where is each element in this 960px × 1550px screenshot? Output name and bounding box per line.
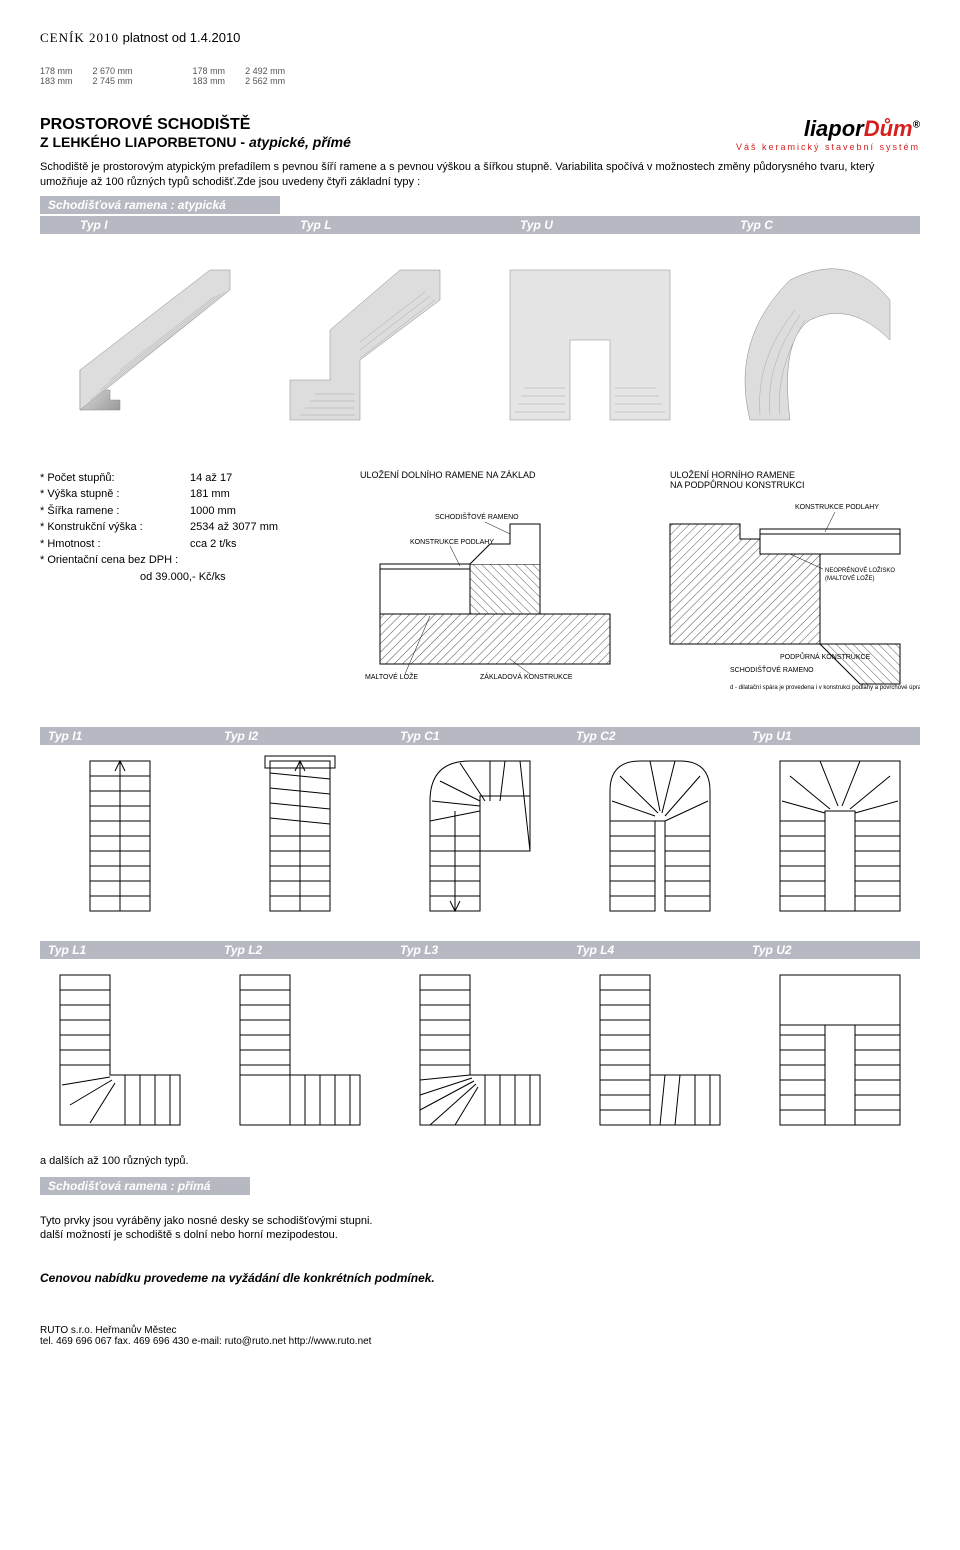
type-label: Typ U (480, 218, 700, 232)
prima-text-2: další možností je schodiště s dolní nebo… (40, 1229, 920, 1241)
plan-bar-2: Typ L1 Typ L2 Typ L3 Typ L4 Typ U2 (40, 941, 920, 959)
stairs-3d-row (40, 240, 920, 440)
plan-bar-1: Typ I1 Typ I2 Typ C1 Typ C2 Typ U1 (40, 727, 920, 745)
svg-text:KONSTRUKCE PODLAHY: KONSTRUKCE PODLAHY (795, 504, 879, 511)
stair-typ-c-icon (710, 240, 910, 440)
atyp-bar: Schodišťová ramena : atypická (40, 196, 280, 214)
brand-name: CENÍK 2010 (40, 30, 119, 45)
cell: 2 745 mm (93, 76, 133, 86)
plan-c2-icon (580, 751, 740, 921)
final-note: Cenovou nabídku provedeme na vyžádání dl… (40, 1271, 920, 1285)
diag-title-left: ULOŽENÍ DOLNÍHO RAMENE NA ZÁKLAD (360, 470, 640, 490)
prima-bar: Schodišťová ramena : přímá (40, 1177, 250, 1195)
section-diagram-icon: SCHODIŠŤOVÉ RAMENO KONSTRUKCE PODLAHY MA… (360, 494, 920, 694)
plan-i1-icon (40, 751, 200, 921)
cell: 178 mm (193, 66, 226, 76)
type-label: Typ I (40, 218, 260, 232)
svg-text:KONSTRUKCE PODLAHY: KONSTRUKCE PODLAHY (410, 539, 494, 546)
svg-text:SCHODIŠŤOVÉ RAMENO: SCHODIŠŤOVÉ RAMENO (730, 665, 814, 674)
stair-typ-l-icon (270, 240, 470, 440)
hero-section: PROSTOROVÉ SCHODIŠTĚ Z LEHKÉHO LIAPORBET… (40, 116, 920, 152)
footer-line-2: tel. 469 696 067 fax. 469 696 430 e-mail… (40, 1336, 920, 1347)
svg-text:SCHODIŠŤOVÉ RAMENO: SCHODIŠŤOVÉ RAMENO (435, 512, 519, 521)
price-value: od 39.000,- Kč/ks (40, 569, 340, 586)
type-bar: Typ I Typ L Typ U Typ C (40, 216, 920, 234)
page-footer: RUTO s.r.o. Heřmanův Městec tel. 469 696… (40, 1325, 920, 1347)
cell: 2 670 mm (93, 66, 133, 76)
svg-text:ZÁKLADOVÁ KONSTRUKCE: ZÁKLADOVÁ KONSTRUKCE (480, 672, 573, 681)
specs-list: * Počet stupňů:14 až 17 * Výška stupně :… (40, 470, 340, 697)
main-title-1: PROSTOROVÉ SCHODIŠTĚ (40, 116, 351, 134)
plan-l2-icon (220, 965, 380, 1135)
svg-text:d - dilatační spára je provede: d - dilatační spára je provedena i v kon… (730, 685, 920, 691)
cell: 2 562 mm (245, 76, 285, 86)
prima-text-1: Tyto prvky jsou vyráběny jako nosné desk… (40, 1215, 920, 1227)
type-label: Typ L (260, 218, 480, 232)
svg-text:NEOPRÉNOVÉ LOŽISKO: NEOPRÉNOVÉ LOŽISKO (825, 566, 895, 574)
page-header: CENÍK 2010 platnost od 1.4.2010 (40, 30, 920, 46)
plan-l1-icon (40, 965, 200, 1135)
stair-typ-i-icon (50, 240, 250, 440)
partial-table: 178 mm 183 mm 2 670 mm 2 745 mm 178 mm 1… (40, 66, 920, 86)
plan-u1-icon (760, 751, 920, 921)
plan-l4-icon (580, 965, 740, 1135)
plan-u2-icon (760, 965, 920, 1135)
plan-i2-icon (220, 751, 380, 921)
svg-text:MALTOVÉ LOŽE: MALTOVÉ LOŽE (365, 672, 418, 681)
intro-text: Schodiště je prostorovým atypickým prefa… (40, 160, 920, 190)
stair-typ-u-icon (490, 240, 690, 440)
footer-line-1: RUTO s.r.o. Heřmanův Městec (40, 1325, 920, 1336)
svg-text:(MALTOVÉ LOŽE): (MALTOVÉ LOŽE) (825, 574, 874, 582)
plan-c1-icon (400, 751, 560, 921)
spec-row: * Počet stupňů:14 až 17 * Výška stupně :… (40, 470, 920, 697)
detail-diagrams: ULOŽENÍ DOLNÍHO RAMENE NA ZÁKLAD ULOŽENÍ… (360, 470, 920, 697)
validity-text: platnost od 1.4.2010 (123, 30, 241, 45)
logo: liaporDům® Váš keramický stavební systém (736, 116, 920, 152)
svg-text:PODPŮRNÁ KONSTRUKCE: PODPŮRNÁ KONSTRUKCE (780, 652, 871, 661)
plan-l3-icon (400, 965, 560, 1135)
cell: 183 mm (193, 76, 226, 86)
logo-subtitle: Váš keramický stavební systém (736, 142, 920, 152)
price-label: * Orientační cena bez DPH : (40, 552, 340, 569)
plans-row-1 (40, 751, 920, 921)
cell: 2 492 mm (245, 66, 285, 76)
note-100: a dalších až 100 různých typů. (40, 1155, 920, 1167)
cell: 183 mm (40, 76, 73, 86)
type-label: Typ C (700, 218, 920, 232)
main-title-2: Z LEHKÉHO LIAPORBETONU - atypické, přímé (40, 134, 351, 150)
cell: 178 mm (40, 66, 73, 76)
plans-row-2 (40, 965, 920, 1135)
